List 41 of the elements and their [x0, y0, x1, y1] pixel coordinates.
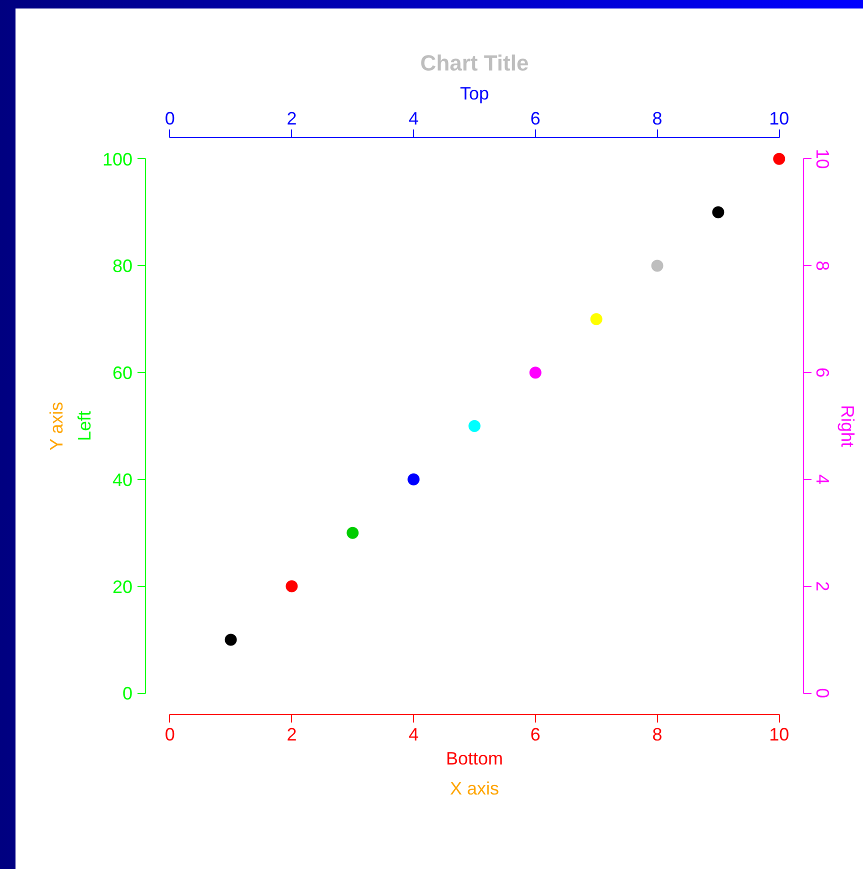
point	[651, 260, 664, 272]
x-tick-label: 6	[530, 108, 540, 128]
y-tick-label: 0	[122, 684, 133, 704]
x-tick-label: 0	[164, 108, 175, 128]
text: Y axis	[46, 402, 66, 451]
y2-tick-label: 10	[812, 148, 832, 169]
y-tick-label: 40	[112, 470, 133, 490]
point	[346, 526, 359, 539]
x2-tick-label: 6	[530, 724, 540, 744]
y-tick-label: 20	[112, 576, 133, 597]
point	[712, 206, 724, 218]
point	[590, 313, 602, 326]
point	[529, 366, 542, 379]
y-tick-label: 100	[102, 149, 133, 170]
y2-tick-label: 0	[812, 688, 832, 698]
y2-tick-label: 4	[812, 474, 832, 484]
point	[408, 473, 420, 486]
y-tick-label: 60	[112, 363, 133, 384]
x2-tick-label: 2	[286, 724, 297, 744]
x-tick-label: 10	[769, 108, 790, 128]
y2-tick-label: 6	[812, 368, 832, 378]
point	[468, 420, 480, 432]
y-tick-label: 80	[112, 256, 133, 276]
point	[286, 580, 298, 592]
x2-axis-title: Top	[460, 84, 490, 104]
x2-tick-label: 10	[769, 724, 790, 744]
text: X axis	[450, 778, 500, 798]
x-axis-title: Bottom	[446, 748, 504, 768]
x2-tick-label: 4	[408, 724, 419, 744]
x-tick-label: 2	[286, 108, 297, 128]
x2-tick-label: 8	[652, 724, 662, 744]
y2-tick-label: 2	[812, 581, 832, 592]
point	[224, 634, 237, 646]
x-tick-label: 4	[408, 108, 419, 128]
point	[773, 152, 786, 165]
y-axis-title: Left	[74, 410, 94, 442]
chart-title: Chart Title	[420, 50, 529, 76]
x2-tick-label: 0	[164, 724, 175, 744]
x-tick-label: 8	[652, 108, 662, 128]
y2-axis-title: Right	[838, 404, 858, 448]
y2-tick-label: 8	[812, 260, 832, 271]
